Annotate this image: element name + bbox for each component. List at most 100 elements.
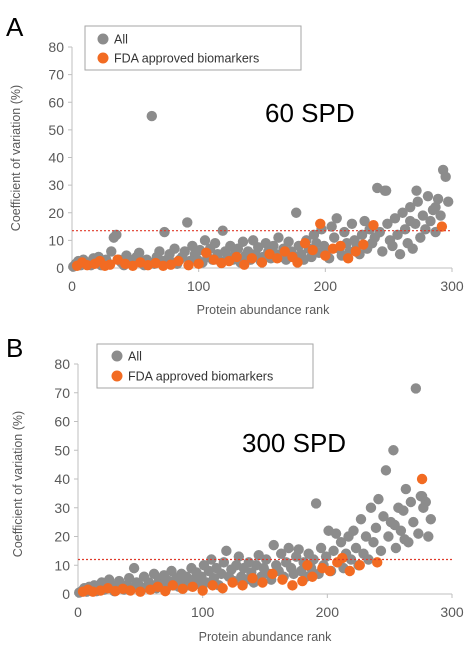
x-tick-label: 0 — [74, 604, 82, 620]
x-tick-label: 200 — [314, 278, 338, 294]
point-all — [408, 516, 419, 528]
point-all — [373, 493, 384, 505]
x-tick-label: 200 — [316, 604, 340, 620]
point-all — [394, 248, 406, 260]
point-all — [380, 465, 392, 476]
legend-marker-all — [111, 350, 123, 362]
x-tick-label: 100 — [187, 278, 211, 294]
point-fda — [207, 580, 218, 591]
point-all — [253, 242, 264, 253]
point-fda — [315, 218, 326, 229]
point-all — [405, 215, 416, 227]
y-tick-label: 60 — [54, 414, 70, 430]
point-fda — [187, 581, 198, 593]
point-all — [330, 528, 342, 539]
point-fda — [167, 580, 178, 591]
point-all — [440, 171, 451, 183]
point-all — [390, 542, 402, 554]
point-fda — [302, 560, 313, 571]
data-points — [68, 110, 454, 272]
legend-label-all: All — [114, 33, 128, 47]
point-all — [405, 496, 417, 508]
point-all — [359, 215, 370, 227]
point-all — [432, 193, 444, 205]
point-fda — [272, 253, 283, 264]
point-all — [326, 221, 337, 232]
point-all — [350, 542, 362, 554]
point-all — [179, 246, 190, 257]
chart-panel-b: 0 10 20 30 40 50 60 70 80 0 100 200 300 B All FDA app… — [6, 333, 464, 644]
point-all — [443, 196, 454, 207]
annotation-300-spd: 300 SPD — [242, 428, 346, 458]
y-tick-label: 70 — [48, 67, 64, 83]
point-fda — [344, 565, 355, 577]
point-all — [221, 545, 232, 557]
point-fda — [193, 258, 204, 270]
point-all — [416, 491, 428, 502]
point-fda — [358, 239, 369, 250]
point-all — [374, 226, 385, 238]
y-tick-label: 50 — [54, 442, 70, 458]
point-fda — [299, 237, 311, 249]
point-all — [154, 246, 165, 257]
point-all — [360, 531, 372, 542]
point-fda — [267, 568, 278, 580]
point-all — [329, 232, 340, 243]
legend-label-all: All — [128, 350, 142, 364]
legend-label-fda: FDA approved biomarkers — [128, 370, 273, 384]
point-all — [422, 190, 434, 202]
point-all — [383, 531, 394, 542]
point-all — [199, 235, 211, 246]
point-all — [417, 210, 429, 221]
point-fda — [197, 585, 208, 596]
point-fda — [125, 585, 136, 596]
point-all — [315, 542, 327, 554]
legend-label-fda: FDA approved biomarkers — [114, 52, 259, 66]
point-fda — [320, 250, 331, 261]
x-tick-label: 300 — [440, 278, 464, 294]
point-all — [133, 247, 145, 259]
point-all — [159, 226, 170, 238]
point-all — [187, 240, 198, 252]
point-all — [392, 229, 403, 241]
point-all — [400, 483, 412, 495]
point-fda — [354, 560, 365, 571]
point-fda — [177, 583, 188, 595]
point-all — [377, 246, 388, 257]
point-fda — [337, 552, 348, 564]
point-all — [365, 502, 377, 513]
point-all — [413, 528, 424, 539]
point-all — [339, 226, 350, 238]
point-fda — [368, 219, 379, 231]
x-tick-label: 100 — [191, 604, 215, 620]
point-fda — [292, 257, 303, 268]
point-fda — [416, 473, 428, 485]
point-all — [399, 224, 411, 235]
point-fda — [257, 577, 268, 588]
annotation-60-spd: 60 SPD — [265, 98, 355, 128]
point-all — [388, 445, 399, 456]
point-all — [209, 237, 221, 249]
point-all — [407, 243, 418, 254]
point-all — [283, 542, 294, 554]
point-all — [425, 215, 436, 227]
point-all — [217, 225, 228, 236]
point-all — [405, 202, 416, 213]
point-fda — [264, 248, 275, 260]
point-all — [375, 545, 387, 557]
point-fda — [201, 247, 212, 259]
point-all — [389, 213, 401, 224]
x-tick-label: 300 — [440, 604, 464, 620]
point-fda — [307, 244, 318, 256]
y-tick-label: 0 — [56, 260, 64, 276]
point-all — [276, 548, 287, 559]
y-tick-label: 50 — [48, 122, 64, 138]
y-tick-label: 30 — [54, 500, 70, 516]
point-all — [308, 229, 320, 241]
point-all — [335, 537, 347, 548]
axes: 0 10 20 30 40 50 60 70 80 0 100 200 300 — [54, 356, 463, 620]
point-all — [389, 519, 400, 531]
x-axis-title: Protein abundance rank — [197, 303, 330, 317]
y-tick-label: 40 — [48, 150, 64, 166]
point-fda — [135, 586, 146, 597]
